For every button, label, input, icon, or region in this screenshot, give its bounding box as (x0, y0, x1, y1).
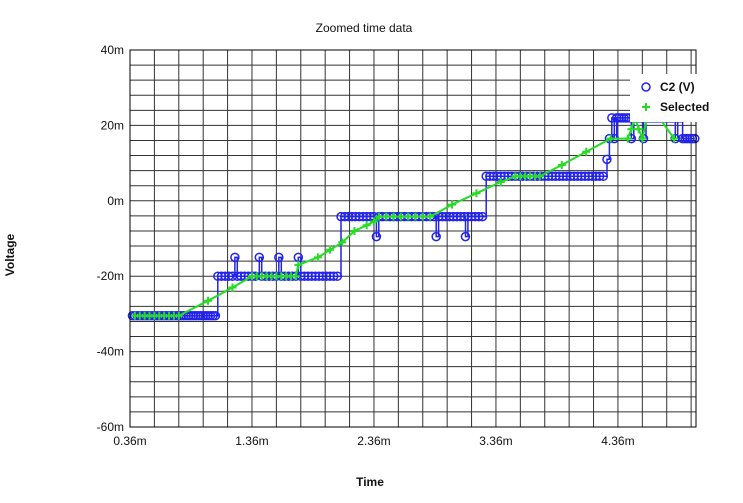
data-point (338, 238, 347, 247)
data-point (291, 272, 300, 281)
data-point (477, 211, 488, 222)
data-point (670, 134, 679, 143)
data-point (374, 212, 383, 221)
y-tick-label: -20m (97, 269, 124, 283)
data-point (418, 212, 427, 221)
data-point (174, 311, 183, 320)
x-tick-label: 0.36m (113, 434, 146, 448)
data-point (362, 221, 371, 230)
data-point (472, 189, 481, 198)
legend: C2 (V) Selected (630, 74, 709, 122)
data-point (496, 177, 505, 186)
data-point (396, 212, 405, 221)
x-tick-label: 2.36m (357, 434, 390, 448)
legend-label: Selected (660, 100, 709, 114)
data-point (210, 311, 221, 321)
chart-title: Zoomed time data (316, 21, 413, 35)
data-point (627, 125, 636, 134)
data-point (582, 147, 591, 156)
x-tick-label: 1.36m (235, 434, 268, 448)
data-point (634, 125, 643, 134)
y-axis-label: Voltage (3, 233, 17, 276)
data-point (328, 271, 339, 281)
legend-marker-circle (641, 82, 651, 92)
data-point (404, 212, 413, 221)
data-point (204, 296, 213, 305)
legend-box (630, 74, 706, 122)
data-point (313, 253, 322, 262)
y-tick-label: 0m (107, 194, 124, 208)
series-line (134, 114, 675, 317)
y-tick-label: -40m (97, 345, 124, 359)
data-point (389, 212, 398, 221)
data-point (606, 134, 615, 143)
x-axis-label: Time (356, 475, 384, 489)
data-point (326, 245, 335, 254)
data-point (623, 134, 632, 143)
data-point (228, 283, 237, 292)
y-tick-label: -60m (97, 420, 124, 434)
data-point (535, 172, 544, 181)
data-point (557, 160, 566, 169)
data-point (598, 171, 609, 182)
y-tick-label: 20m (101, 118, 124, 132)
grid (129, 49, 696, 428)
plot-frame (129, 49, 697, 428)
data-point (602, 154, 612, 165)
data-point (460, 231, 471, 242)
data-point (426, 212, 435, 221)
data-point (294, 260, 303, 269)
data-point (350, 226, 359, 235)
data-point (594, 171, 605, 182)
x-tick-label: 3.36m (479, 434, 512, 448)
data-point (230, 252, 240, 263)
data-point (371, 231, 382, 242)
data-point (369, 217, 378, 226)
data-point (474, 211, 484, 222)
data-point (690, 133, 700, 144)
data-point (638, 134, 647, 143)
data-point (274, 252, 284, 263)
series-selected (130, 113, 679, 320)
data-point (332, 271, 343, 281)
legend-label: C2 (V) (660, 80, 695, 94)
data-point (254, 252, 265, 263)
tick-labels: 0.36m 1.36m 2.36m 3.36m 4.36m 40m 20m 0m -20m -40… (97, 43, 635, 448)
legend-marker-plus (642, 103, 650, 111)
data-point (448, 200, 457, 209)
data-point (382, 212, 391, 221)
plot-area (127, 113, 700, 321)
y-tick-label: 40m (101, 43, 124, 57)
x-tick-label: 4.36m (601, 434, 634, 448)
data-point (411, 212, 420, 221)
data-point (431, 231, 441, 242)
